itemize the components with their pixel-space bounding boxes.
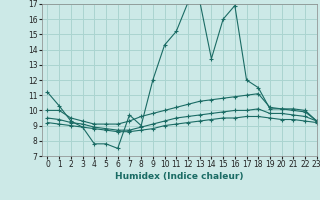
X-axis label: Humidex (Indice chaleur): Humidex (Indice chaleur) bbox=[115, 172, 244, 181]
